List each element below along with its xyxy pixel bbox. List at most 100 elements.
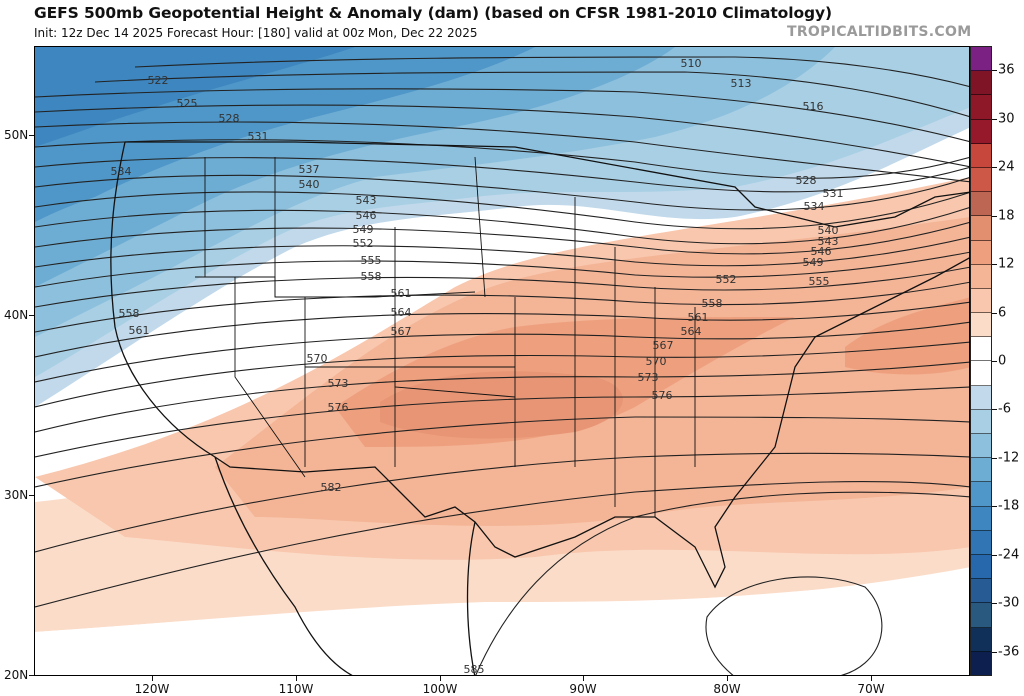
colorbar-tick-label: 0 xyxy=(998,353,1007,369)
longitude-label: 100W xyxy=(422,682,458,696)
boundaries xyxy=(110,141,969,675)
colorbar-cell xyxy=(971,554,991,580)
contour-label: 561 xyxy=(688,311,709,324)
contour-label: 510 xyxy=(681,57,702,70)
brand-watermark: TROPICALTIDBITS.COM xyxy=(787,24,972,40)
contour-label: 570 xyxy=(646,355,667,368)
contour-label: 558 xyxy=(702,297,723,310)
colorbar-cell xyxy=(971,167,991,193)
colorbar-tick-label: -6 xyxy=(998,401,1011,417)
colorbar-tick-label: 12 xyxy=(998,256,1015,272)
contour-label: 570 xyxy=(307,352,328,365)
colorbar-cell xyxy=(971,288,991,314)
map-panel: 510 513 516 522 525 528 528 531 531 534 534 537 540 5… xyxy=(34,46,970,676)
colorbar-tick xyxy=(992,603,997,605)
longitude-tick xyxy=(296,676,297,681)
colorbar-tick xyxy=(992,70,997,72)
colorbar-cell xyxy=(971,119,991,144)
colorbar-tick xyxy=(992,554,997,556)
contour-label: 582 xyxy=(321,481,342,494)
contour-label: 558 xyxy=(361,270,382,283)
colorbar-tick-label: 18 xyxy=(998,208,1015,224)
height-contours xyxy=(35,56,969,675)
state-lines xyxy=(195,156,696,517)
longitude-tick xyxy=(871,676,872,681)
chart-title: GEFS 500mb Geopotential Height & Anomaly… xyxy=(34,4,832,22)
latitude-label: 50N xyxy=(4,128,29,142)
mexico-pacific-coast xyxy=(214,456,353,675)
colorbar-tick xyxy=(992,361,997,362)
colorbar-cell xyxy=(971,579,991,604)
contour-label: 543 xyxy=(356,194,377,207)
contour-label: 576 xyxy=(328,401,349,414)
colorbar-tick xyxy=(992,409,997,411)
latitude-tick xyxy=(29,315,34,316)
contour-label: 549 xyxy=(803,256,824,269)
colorbar-cell xyxy=(971,651,991,675)
longitude-tick xyxy=(440,676,441,681)
contour-label: 558 xyxy=(119,307,140,320)
latitude-tick xyxy=(29,135,34,136)
anomaly-max-atlantic xyxy=(845,297,969,375)
contour-label: 573 xyxy=(328,377,349,390)
contour-label: 585 xyxy=(464,663,485,676)
contour-label: 552 xyxy=(353,237,374,250)
contour-label: 528 xyxy=(219,112,240,125)
contour-label: 564 xyxy=(681,325,702,338)
contour-label: 561 xyxy=(129,324,150,337)
latitude-label: 40N xyxy=(4,308,29,322)
colorbar-cell xyxy=(971,95,991,120)
contour-label: 555 xyxy=(809,275,830,288)
contour-label: 528 xyxy=(796,174,817,187)
colorbar-cell xyxy=(971,47,991,72)
colorbar-cell xyxy=(971,313,991,338)
contour-label: 537 xyxy=(299,163,320,176)
colorbar-tick xyxy=(992,312,997,314)
colorbar-tick-label: 6 xyxy=(998,305,1007,321)
contour-label: 522 xyxy=(148,74,169,87)
colorbar-tick xyxy=(992,264,997,266)
contour-labels: 5105135165225255285285315315345345375405… xyxy=(111,57,844,676)
colorbar-cell xyxy=(971,192,991,217)
longitude-label: 90W xyxy=(569,682,597,696)
contour-label: 516 xyxy=(803,100,824,113)
longitude-tick xyxy=(152,676,153,681)
longitude-tick xyxy=(583,676,584,681)
contour-label: 534 xyxy=(111,165,132,178)
anomaly-max-south-plains xyxy=(380,371,623,439)
colorbar-tick-label: 30 xyxy=(998,111,1015,127)
contour-label: 567 xyxy=(653,339,674,352)
contour-label: 543 xyxy=(818,235,839,248)
colorbar-cell xyxy=(971,385,991,410)
contour-label: 531 xyxy=(823,187,844,200)
us-canada-border xyxy=(125,141,969,228)
colorbar-tick-label: -36 xyxy=(998,644,1020,660)
contour-label: 540 xyxy=(818,224,839,237)
contour-label: 555 xyxy=(361,254,382,267)
colorbar-cell xyxy=(971,71,991,96)
colorbar-cell xyxy=(971,603,991,628)
colorbar-tick-label: -24 xyxy=(998,547,1020,563)
anomaly-colorbar xyxy=(970,46,992,676)
mexico-gulf-coast xyxy=(466,521,476,675)
contour-label: 552 xyxy=(716,273,737,286)
map-canvas: 5105135165225255285285315315345345375405… xyxy=(35,47,969,676)
colorbar-cell xyxy=(971,458,991,483)
colorbar-cell xyxy=(971,240,991,265)
latitude-label: 20N xyxy=(4,668,29,682)
contour-label: 564 xyxy=(391,306,412,319)
colorbar-cell xyxy=(971,530,991,555)
colorbar-tick-label: -12 xyxy=(998,450,1020,466)
contour-label: 573 xyxy=(638,371,659,384)
anomaly-band-neg-18 xyxy=(35,47,355,147)
chart-subtitle: Init: 12z Dec 14 2025 Forecast Hour: [18… xyxy=(34,26,478,40)
contour-label: 531 xyxy=(248,130,269,143)
contour-label: 525 xyxy=(177,97,198,110)
longitude-label: 120W xyxy=(134,682,170,696)
anomaly-zero-south xyxy=(35,567,969,675)
contour-label: 561 xyxy=(391,287,412,300)
longitude-tick xyxy=(727,676,728,681)
colorbar-cell xyxy=(971,627,991,652)
contour-label: 549 xyxy=(353,223,374,236)
colorbar-tick xyxy=(992,651,997,653)
